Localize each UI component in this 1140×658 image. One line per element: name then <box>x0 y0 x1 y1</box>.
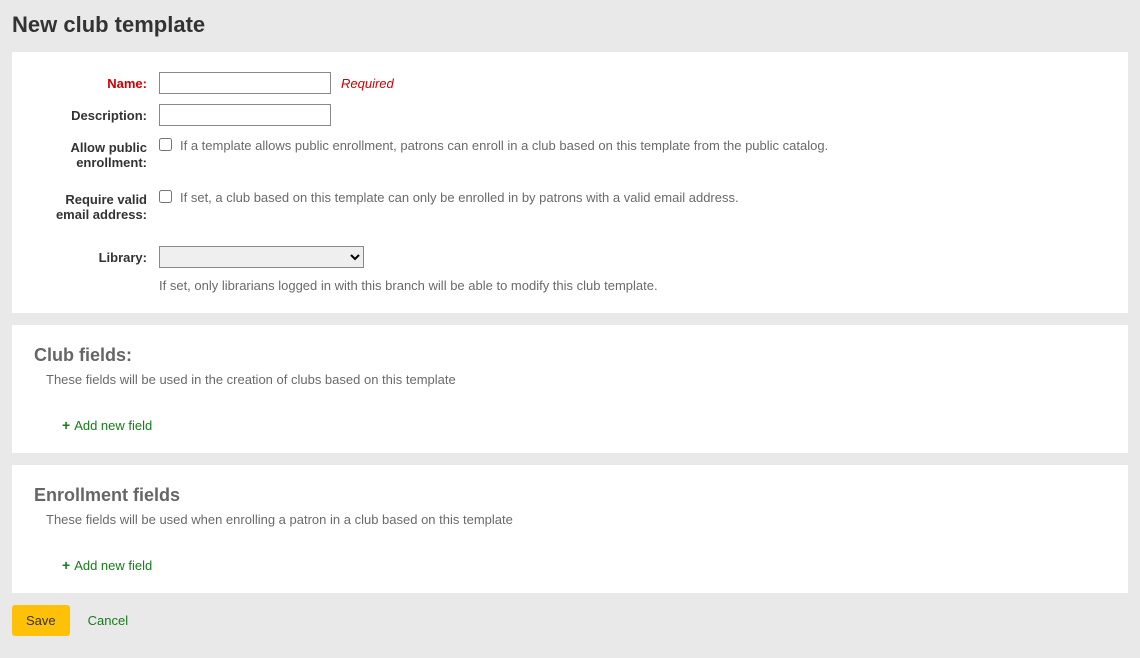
add-enrollment-field-label: Add new field <box>74 558 152 573</box>
allow-public-hint: If a template allows public enrollment, … <box>180 138 828 153</box>
enrollment-fields-title: Enrollment fields <box>34 485 1106 506</box>
require-email-row: Require valid email address: If set, a c… <box>34 188 1106 222</box>
name-input[interactable] <box>159 72 331 94</box>
enrollment-fields-desc: These fields will be used when enrolling… <box>46 512 1106 527</box>
require-email-hint: If set, a club based on this template ca… <box>180 190 739 205</box>
enrollment-fields-panel: Enrollment fields These fields will be u… <box>12 465 1128 593</box>
club-fields-desc: These fields will be used in the creatio… <box>46 372 1106 387</box>
required-hint: Required <box>341 76 394 91</box>
add-enrollment-field-link[interactable]: + Add new field <box>62 557 152 573</box>
plus-icon: + <box>62 557 70 573</box>
save-button[interactable]: Save <box>12 605 70 636</box>
main-form-panel: Name: Required Description: Allow public… <box>12 52 1128 313</box>
library-hint: If set, only librarians logged in with t… <box>159 278 1106 293</box>
action-bar: Save Cancel <box>12 605 1128 636</box>
plus-icon: + <box>62 417 70 433</box>
add-club-field-label: Add new field <box>74 418 152 433</box>
require-email-label: Require valid email address: <box>34 188 159 222</box>
name-label: Name: <box>34 72 159 91</box>
description-row: Description: <box>34 104 1106 126</box>
description-label: Description: <box>34 104 159 123</box>
allow-public-label: Allow public enrollment: <box>34 136 159 170</box>
cancel-link[interactable]: Cancel <box>88 613 128 628</box>
allow-public-checkbox[interactable] <box>159 138 172 151</box>
club-fields-title: Club fields: <box>34 345 1106 366</box>
library-row: Library: <box>34 246 1106 268</box>
allow-public-row: Allow public enrollment: If a template a… <box>34 136 1106 170</box>
library-label: Library: <box>34 246 159 265</box>
add-club-field-link[interactable]: + Add new field <box>62 417 152 433</box>
require-email-checkbox[interactable] <box>159 190 172 203</box>
library-select[interactable] <box>159 246 364 268</box>
description-input[interactable] <box>159 104 331 126</box>
name-row: Name: Required <box>34 72 1106 94</box>
club-fields-panel: Club fields: These fields will be used i… <box>12 325 1128 453</box>
page-title: New club template <box>12 12 1128 38</box>
